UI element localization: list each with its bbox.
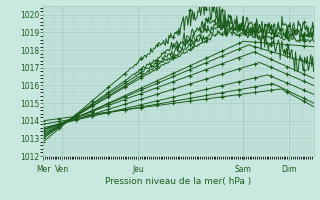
X-axis label: Pression niveau de la mer( hPa ): Pression niveau de la mer( hPa ) bbox=[105, 177, 252, 186]
